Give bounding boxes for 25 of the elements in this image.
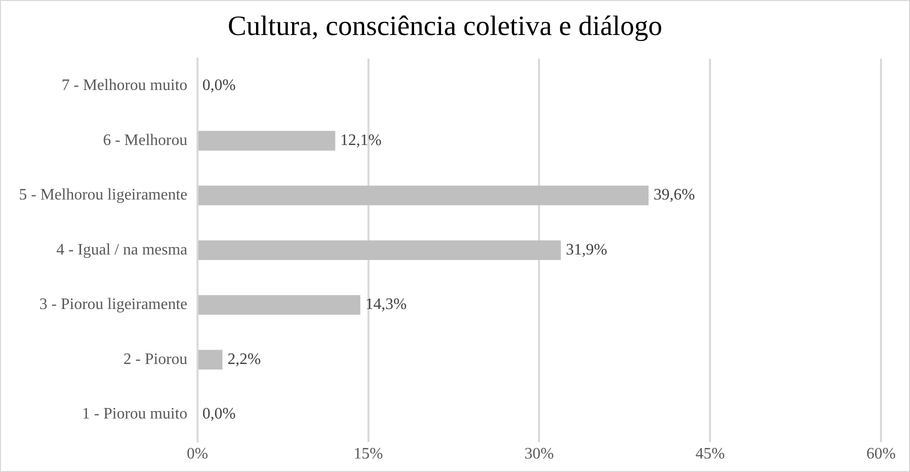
data-label: 0,0% bbox=[202, 406, 236, 423]
bar bbox=[198, 130, 336, 151]
y-tick-label: 2 - Piorou bbox=[123, 350, 188, 368]
bar bbox=[198, 350, 222, 370]
x-tick-label: 15% bbox=[354, 446, 383, 463]
chart-title: Cultura, consciência coletiva e diálogo bbox=[228, 11, 662, 42]
x-tick-label: 60% bbox=[866, 446, 896, 463]
bar bbox=[198, 295, 360, 315]
bar bbox=[198, 240, 561, 260]
y-tick-label: 7 - Melhorou muito bbox=[62, 77, 188, 94]
data-label: 31,9% bbox=[566, 241, 608, 258]
y-tick-label: 5 - Melhorou ligeiramente bbox=[19, 186, 188, 204]
x-tick-label: 0% bbox=[186, 446, 208, 463]
data-label: 12,1% bbox=[340, 132, 382, 149]
data-label: 2,2% bbox=[227, 350, 261, 368]
y-tick-label: 6 - Melhorou bbox=[102, 132, 188, 149]
bar bbox=[198, 186, 649, 206]
data-label: 39,6% bbox=[654, 186, 695, 204]
data-label: 14,3% bbox=[365, 296, 407, 314]
y-tick-label: 1 - Piorou muito bbox=[82, 406, 188, 423]
x-tick-label: 30% bbox=[524, 446, 554, 463]
y-tick-label: 3 - Piorou ligeiramente bbox=[39, 296, 188, 314]
x-tick-label: 45% bbox=[695, 446, 725, 463]
data-label: 0,0% bbox=[202, 77, 236, 94]
y-tick-label: 4 - Igual / na mesma bbox=[56, 241, 188, 258]
